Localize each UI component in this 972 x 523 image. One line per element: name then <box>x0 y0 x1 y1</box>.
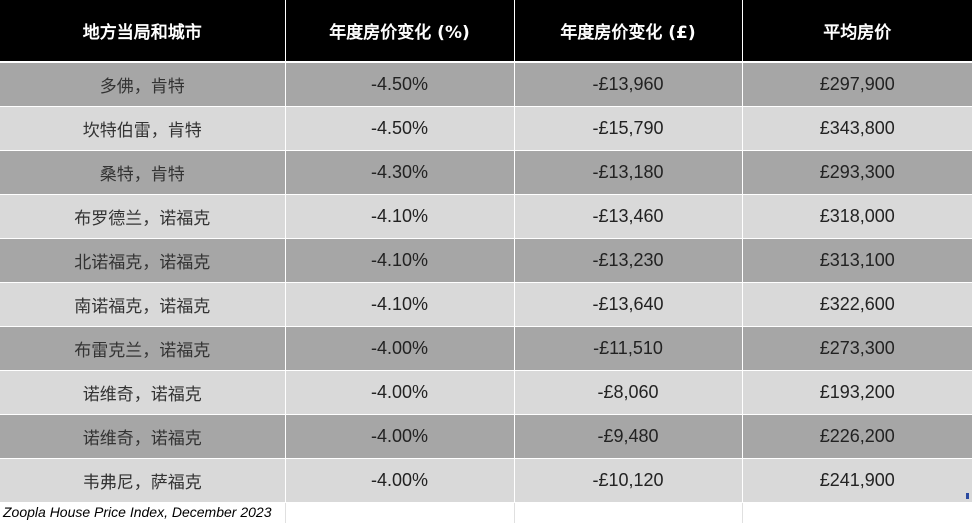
cell-average-price: £297,900 <box>742 62 972 107</box>
cell-average-price: £313,100 <box>742 239 972 283</box>
table-row: 南诺福克，诺福克 -4.10% -£13,640 £322,600 <box>0 283 972 327</box>
footer-cell-empty <box>742 503 972 523</box>
table-row: 诺维奇，诺福克 -4.00% -£8,060 £193,200 <box>0 371 972 415</box>
cell-change-percent: -4.50% <box>285 107 514 151</box>
cell-location: 诺维奇，诺福克 <box>0 371 285 415</box>
cell-location: 韦弗尼，萨福克 <box>0 459 285 503</box>
header-local-authority: 地方当局和城市 <box>0 0 285 62</box>
cell-resize-handle <box>966 493 969 499</box>
header-annual-change-percent: 年度房价变化 (%) <box>285 0 514 62</box>
cell-average-price: £273,300 <box>742 327 972 371</box>
cell-average-price: £241,900 <box>742 459 972 503</box>
header-annual-change-pounds: 年度房价变化 (£) <box>514 0 742 62</box>
table-row: 诺维奇，诺福克 -4.00% -£9,480 £226,200 <box>0 415 972 459</box>
cell-change-percent: -4.10% <box>285 239 514 283</box>
cell-average-price: £343,800 <box>742 107 972 151</box>
cell-location: 北诺福克，诺福克 <box>0 239 285 283</box>
table-row: 北诺福克，诺福克 -4.10% -£13,230 £313,100 <box>0 239 972 283</box>
cell-location: 布雷克兰，诺福克 <box>0 327 285 371</box>
cell-change-percent: -4.10% <box>285 283 514 327</box>
cell-change-pounds: -£13,460 <box>514 195 742 239</box>
table-header-row: 地方当局和城市 年度房价变化 (%) 年度房价变化 (£) 平均房价 <box>0 0 972 62</box>
table-row: 多佛，肯特 -4.50% -£13,960 £297,900 <box>0 62 972 107</box>
table-row: 坎特伯雷，肯特 -4.50% -£15,790 £343,800 <box>0 107 972 151</box>
cell-change-percent: -4.10% <box>285 195 514 239</box>
cell-change-pounds: -£11,510 <box>514 327 742 371</box>
cell-change-percent: -4.00% <box>285 327 514 371</box>
cell-location: 多佛，肯特 <box>0 62 285 107</box>
cell-location: 桑特，肯特 <box>0 151 285 195</box>
footer-row: Zoopla House Price Index, December 2023 <box>0 503 972 523</box>
cell-change-percent: -4.30% <box>285 151 514 195</box>
cell-average-price: £193,200 <box>742 371 972 415</box>
cell-average-price: £293,300 <box>742 151 972 195</box>
table-row: 韦弗尼，萨福克 -4.00% -£10,120 £241,900 <box>0 459 972 503</box>
cell-change-pounds: -£13,960 <box>514 62 742 107</box>
cell-change-pounds: -£10,120 <box>514 459 742 503</box>
cell-location: 坎特伯雷，肯特 <box>0 107 285 151</box>
cell-change-pounds: -£8,060 <box>514 371 742 415</box>
cell-average-price: £318,000 <box>742 195 972 239</box>
source-note: Zoopla House Price Index, December 2023 <box>3 504 271 520</box>
cell-location: 南诺福克，诺福克 <box>0 283 285 327</box>
table-row: 布雷克兰，诺福克 -4.00% -£11,510 £273,300 <box>0 327 972 371</box>
cell-change-percent: -4.00% <box>285 459 514 503</box>
cell-change-pounds: -£13,180 <box>514 151 742 195</box>
cell-change-percent: -4.00% <box>285 415 514 459</box>
table-row: 桑特，肯特 -4.30% -£13,180 £293,300 <box>0 151 972 195</box>
cell-average-price: £322,600 <box>742 283 972 327</box>
footer-cell-source: Zoopla House Price Index, December 2023 <box>0 503 285 523</box>
header-average-price: 平均房价 <box>742 0 972 62</box>
cell-change-pounds: -£13,640 <box>514 283 742 327</box>
footer-cell-empty <box>514 503 742 523</box>
cell-location: 布罗德兰，诺福克 <box>0 195 285 239</box>
footer-cell-empty <box>285 503 514 523</box>
table-row: 布罗德兰，诺福克 -4.10% -£13,460 £318,000 <box>0 195 972 239</box>
cell-change-pounds: -£9,480 <box>514 415 742 459</box>
cell-change-percent: -4.50% <box>285 62 514 107</box>
cell-change-percent: -4.00% <box>285 371 514 415</box>
cell-average-price: £226,200 <box>742 415 972 459</box>
cell-change-pounds: -£13,230 <box>514 239 742 283</box>
cell-change-pounds: -£15,790 <box>514 107 742 151</box>
cell-location: 诺维奇，诺福克 <box>0 415 285 459</box>
